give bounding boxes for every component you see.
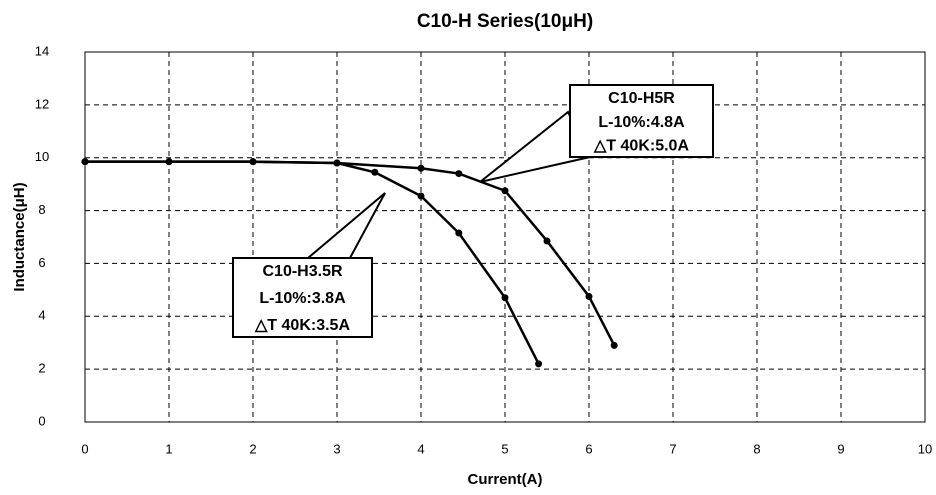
- chart-title: C10-H Series(10μH): [417, 11, 593, 32]
- data-point: [585, 292, 593, 300]
- data-point: [501, 187, 509, 195]
- annotation-text: △T 40K:3.5A: [254, 317, 350, 334]
- y-tick-label: 2: [38, 361, 45, 376]
- x-tick-label: 8: [753, 441, 760, 456]
- y-tick-label: 6: [38, 255, 45, 270]
- data-point: [455, 229, 463, 237]
- data-point: [165, 158, 173, 166]
- callout-box: [232, 257, 373, 338]
- x-tick-label: 5: [501, 441, 508, 456]
- y-tick-label: 4: [38, 308, 45, 323]
- x-tick-label: 3: [333, 441, 340, 456]
- annotation-text: △T 40K:5.0A: [593, 137, 689, 154]
- x-tick-label: 9: [837, 441, 844, 456]
- data-point: [81, 158, 89, 166]
- data-point: [501, 294, 509, 302]
- callout-box: [569, 84, 714, 158]
- y-axis-label: Inductance(μH): [11, 182, 28, 291]
- y-tick-label: 8: [38, 202, 45, 217]
- annotation-text: C10-H3.5R: [262, 263, 342, 280]
- data-point: [543, 237, 551, 245]
- data-point: [371, 168, 379, 176]
- data-point: [535, 360, 543, 368]
- y-tick-label: 12: [35, 96, 49, 111]
- data-point: [249, 158, 257, 166]
- y-tick-label: 10: [35, 149, 49, 164]
- y-tick-label: 14: [35, 43, 49, 58]
- x-tick-label: 4: [417, 441, 424, 456]
- annotation-text: C10-H5R: [608, 90, 675, 107]
- data-point: [333, 159, 341, 167]
- x-tick-label: 2: [249, 441, 256, 456]
- x-tick-label: 0: [81, 441, 88, 456]
- x-tick-label: 7: [669, 441, 676, 456]
- data-point: [455, 170, 463, 178]
- x-axis-label: Current(A): [468, 471, 543, 488]
- annotation-text: L-10%:4.8A: [598, 114, 685, 131]
- x-tick-label: 6: [585, 441, 592, 456]
- data-point: [610, 341, 618, 349]
- annotation-text: L-10%:3.8A: [259, 290, 346, 307]
- y-tick-label: 0: [38, 413, 45, 428]
- plot-frame: [84, 51, 926, 423]
- callout-pointer: [305, 192, 386, 259]
- data-point: [417, 192, 425, 200]
- data-point: [417, 164, 425, 172]
- x-tick-label: 1: [165, 441, 172, 456]
- x-tick-label: 10: [918, 441, 932, 456]
